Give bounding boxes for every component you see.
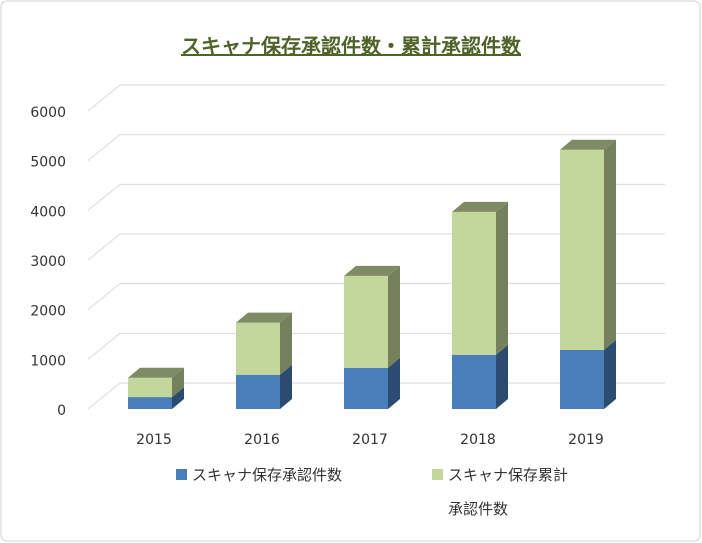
chart-title: スキャナ保存承認件数・累計承認件数 (181, 34, 521, 58)
bar-side (172, 367, 184, 398)
x-tick-label: 2015 (136, 432, 172, 448)
bar (236, 322, 280, 375)
grid-line (87, 84, 665, 112)
bar-side (496, 344, 508, 409)
bar-side (280, 312, 292, 375)
legend-label: スキャナ保存承認件数 (192, 466, 343, 484)
bar-side (388, 265, 400, 368)
x-tick-label: 2019 (568, 432, 604, 448)
y-tick-label: 3000 (30, 254, 66, 270)
grid-line (87, 183, 665, 211)
x-tick-label: 2017 (352, 432, 388, 448)
bar-side (280, 364, 292, 409)
bar (128, 377, 172, 398)
bar-side (496, 201, 508, 355)
bar (128, 397, 172, 409)
bar-side (172, 387, 184, 409)
bar-top (452, 201, 508, 212)
y-tick-label: 1000 (30, 353, 66, 369)
bar (344, 367, 388, 409)
bar (452, 211, 496, 355)
legend-label: スキャナ保存累計承認件数 (448, 466, 569, 518)
y-tick-label: 0 (57, 403, 66, 419)
bar (560, 149, 604, 350)
x-tick-label: 2018 (460, 432, 496, 448)
y-tick-label: 4000 (30, 204, 66, 220)
y-tick-label: 6000 (30, 105, 66, 121)
x-tick-label: 2016 (244, 432, 280, 448)
bar-side (604, 339, 616, 409)
y-tick-label: 5000 (30, 155, 66, 171)
bar-top (560, 139, 616, 150)
y-tick-label: 2000 (30, 304, 66, 320)
bar (452, 354, 496, 409)
bar-top (344, 265, 400, 276)
bar-top (128, 367, 184, 378)
legend-swatch (432, 469, 443, 480)
bar (344, 275, 388, 368)
legend-swatch (176, 469, 187, 480)
bar (236, 374, 280, 409)
bar-top (236, 312, 292, 323)
bar-side (604, 139, 616, 350)
bar (560, 349, 604, 409)
grid-line (87, 134, 665, 162)
bar-side (388, 357, 400, 409)
